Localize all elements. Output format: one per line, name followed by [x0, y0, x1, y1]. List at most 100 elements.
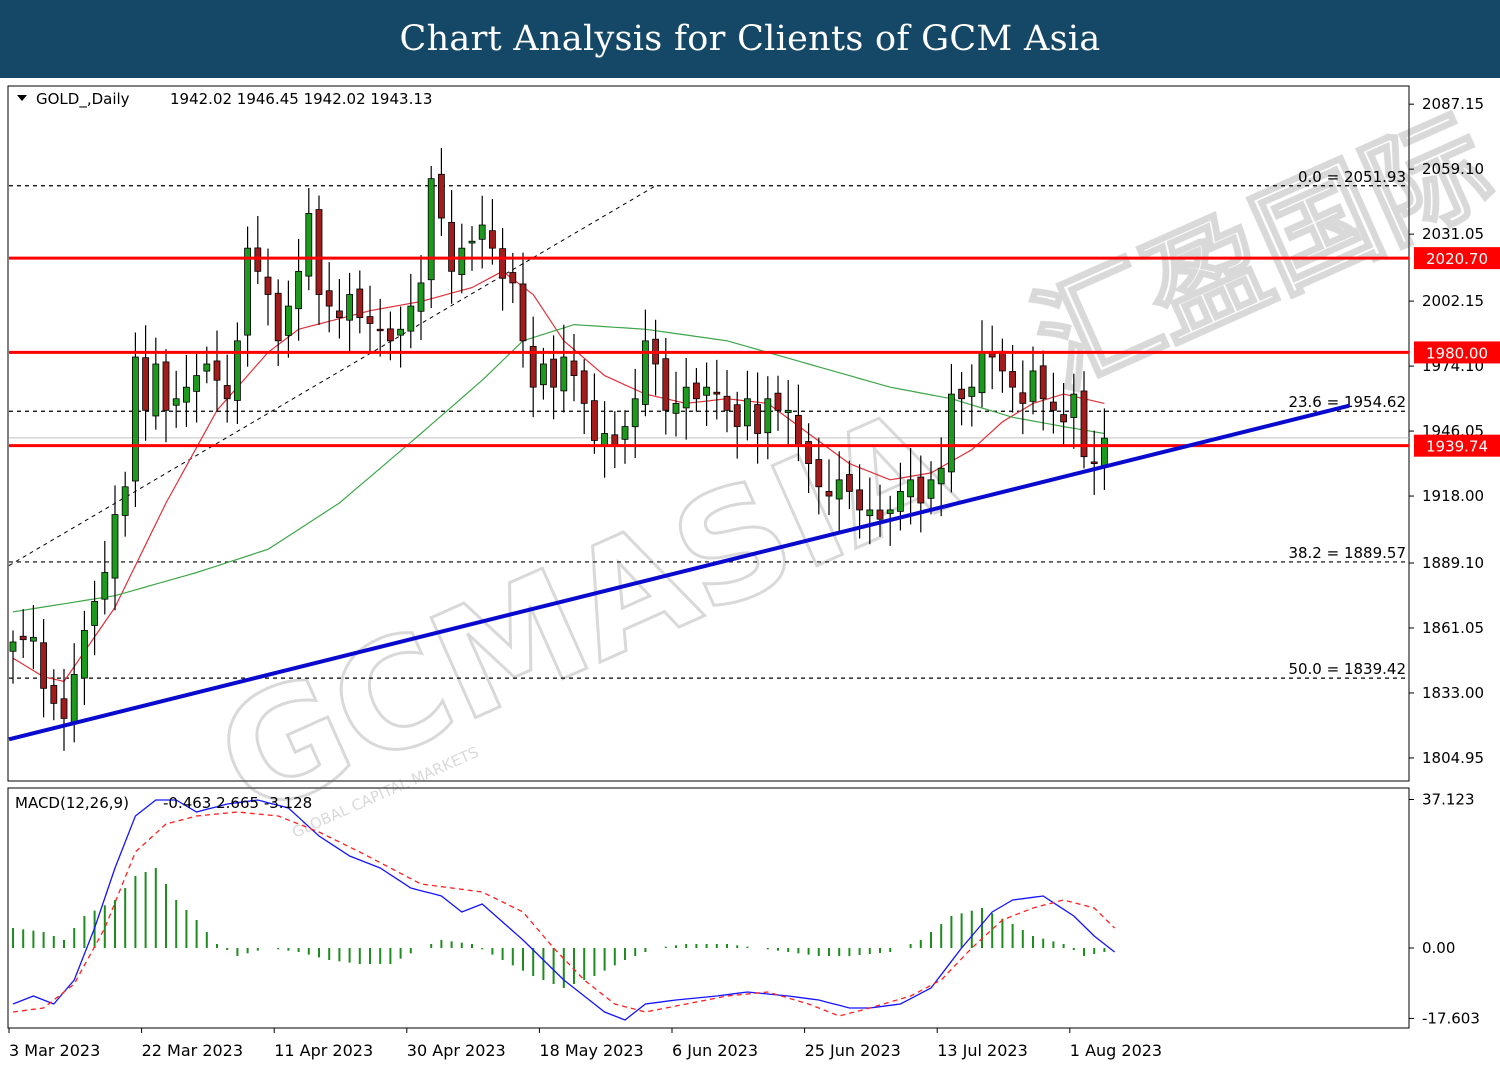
candle-body[interactable]	[927, 479, 935, 499]
candle-body[interactable]	[366, 316, 374, 324]
candle-body[interactable]	[397, 328, 405, 336]
candle-body[interactable]	[693, 382, 700, 400]
candle-body[interactable]	[876, 509, 884, 520]
trendline[interactable]	[8, 403, 1350, 742]
candle-body[interactable]	[999, 350, 1006, 372]
macd-panel[interactable]	[7, 787, 1410, 1029]
candle-body[interactable]	[233, 340, 241, 401]
candle-body[interactable]	[1029, 370, 1037, 402]
candle-body[interactable]	[978, 352, 986, 394]
candle-body[interactable]	[50, 685, 58, 704]
candle-body[interactable]	[9, 641, 17, 652]
candle-body[interactable]	[70, 674, 78, 723]
candle-body[interactable]	[193, 375, 201, 392]
candle-body[interactable]	[805, 441, 812, 465]
candle-body[interactable]	[91, 601, 98, 626]
candle-body[interactable]	[386, 328, 394, 342]
candle-body[interactable]	[1009, 371, 1016, 388]
candle-body[interactable]	[723, 395, 731, 411]
candle-body[interactable]	[315, 209, 323, 295]
candle-body[interactable]	[1060, 414, 1067, 423]
candle-body[interactable]	[335, 310, 343, 319]
candle-body[interactable]	[81, 630, 88, 679]
candle-body[interactable]	[60, 698, 68, 719]
candle-body[interactable]	[325, 290, 333, 307]
candle-body[interactable]	[560, 356, 568, 392]
candle-body[interactable]	[529, 345, 537, 388]
candle-body[interactable]	[111, 514, 119, 579]
candle-body[interactable]	[897, 491, 904, 512]
candle-body[interactable]	[968, 386, 976, 397]
candle-body[interactable]	[601, 433, 608, 447]
candle-body[interactable]	[744, 398, 751, 427]
candle-body[interactable]	[274, 292, 282, 342]
candle-body[interactable]	[540, 363, 547, 386]
candle-body[interactable]	[478, 224, 486, 240]
candle-body[interactable]	[29, 636, 37, 642]
candle-body[interactable]	[172, 398, 180, 406]
candle-body[interactable]	[427, 178, 435, 281]
candle-body[interactable]	[591, 400, 598, 441]
candle-body[interactable]	[223, 385, 231, 400]
candle-body[interactable]	[764, 398, 772, 434]
candle-body[interactable]	[162, 361, 170, 411]
candle-body[interactable]	[152, 363, 160, 417]
candle-body[interactable]	[1101, 437, 1108, 466]
candle-body[interactable]	[1080, 390, 1088, 458]
candle-body[interactable]	[101, 572, 109, 600]
candle-body[interactable]	[284, 305, 292, 336]
candle-body[interactable]	[519, 283, 527, 342]
candle-body[interactable]	[488, 230, 496, 249]
candle-body[interactable]	[550, 358, 557, 388]
price-panel[interactable]	[7, 85, 1410, 782]
candle-body[interactable]	[835, 479, 843, 500]
candle-body[interactable]	[642, 340, 649, 405]
candle-body[interactable]	[1050, 401, 1057, 411]
candle-body[interactable]	[937, 467, 945, 485]
candle-body[interactable]	[458, 247, 466, 275]
candle-body[interactable]	[213, 360, 221, 381]
candle-body[interactable]	[499, 248, 507, 279]
candle-body[interactable]	[203, 363, 211, 372]
candle-body[interactable]	[407, 305, 415, 332]
candle-body[interactable]	[580, 370, 588, 404]
candle-body[interactable]	[376, 328, 384, 332]
candle-body[interactable]	[611, 434, 619, 446]
candle-body[interactable]	[254, 247, 262, 272]
candle-body[interactable]	[774, 392, 782, 411]
candle-body[interactable]	[621, 426, 629, 440]
candle-body[interactable]	[356, 288, 364, 319]
candle-body[interactable]	[437, 173, 445, 219]
candle-body[interactable]	[509, 272, 517, 284]
candle-body[interactable]	[733, 404, 741, 427]
candle-body[interactable]	[784, 409, 792, 413]
candle-body[interactable]	[1039, 365, 1047, 400]
candle-body[interactable]	[907, 479, 914, 498]
candle-body[interactable]	[815, 459, 823, 488]
dropdown-triangle-icon[interactable]	[17, 95, 27, 101]
candle-body[interactable]	[295, 270, 303, 310]
candle-body[interactable]	[346, 294, 354, 321]
candle-body[interactable]	[917, 476, 925, 504]
fib-connector-line[interactable]	[8, 185, 656, 566]
candle-body[interactable]	[703, 386, 710, 396]
candle-body[interactable]	[142, 357, 150, 411]
candle-body[interactable]	[672, 402, 680, 414]
candle-body[interactable]	[1090, 461, 1098, 465]
candle-body[interactable]	[662, 358, 670, 411]
candle-body[interactable]	[846, 474, 853, 492]
candle-body[interactable]	[713, 391, 721, 395]
candle-body[interactable]	[1019, 392, 1027, 404]
candle-body[interactable]	[305, 213, 313, 277]
candle-body[interactable]	[795, 414, 802, 446]
candle-body[interactable]	[182, 386, 190, 403]
candle-body[interactable]	[886, 509, 894, 514]
candle-body[interactable]	[631, 398, 639, 428]
candle-body[interactable]	[825, 490, 833, 497]
candle-body[interactable]	[40, 642, 47, 689]
candle-body[interactable]	[19, 635, 27, 641]
candle-body[interactable]	[121, 486, 129, 516]
candle-body[interactable]	[448, 221, 456, 272]
candle-body[interactable]	[570, 360, 578, 376]
candle-body[interactable]	[468, 240, 476, 244]
